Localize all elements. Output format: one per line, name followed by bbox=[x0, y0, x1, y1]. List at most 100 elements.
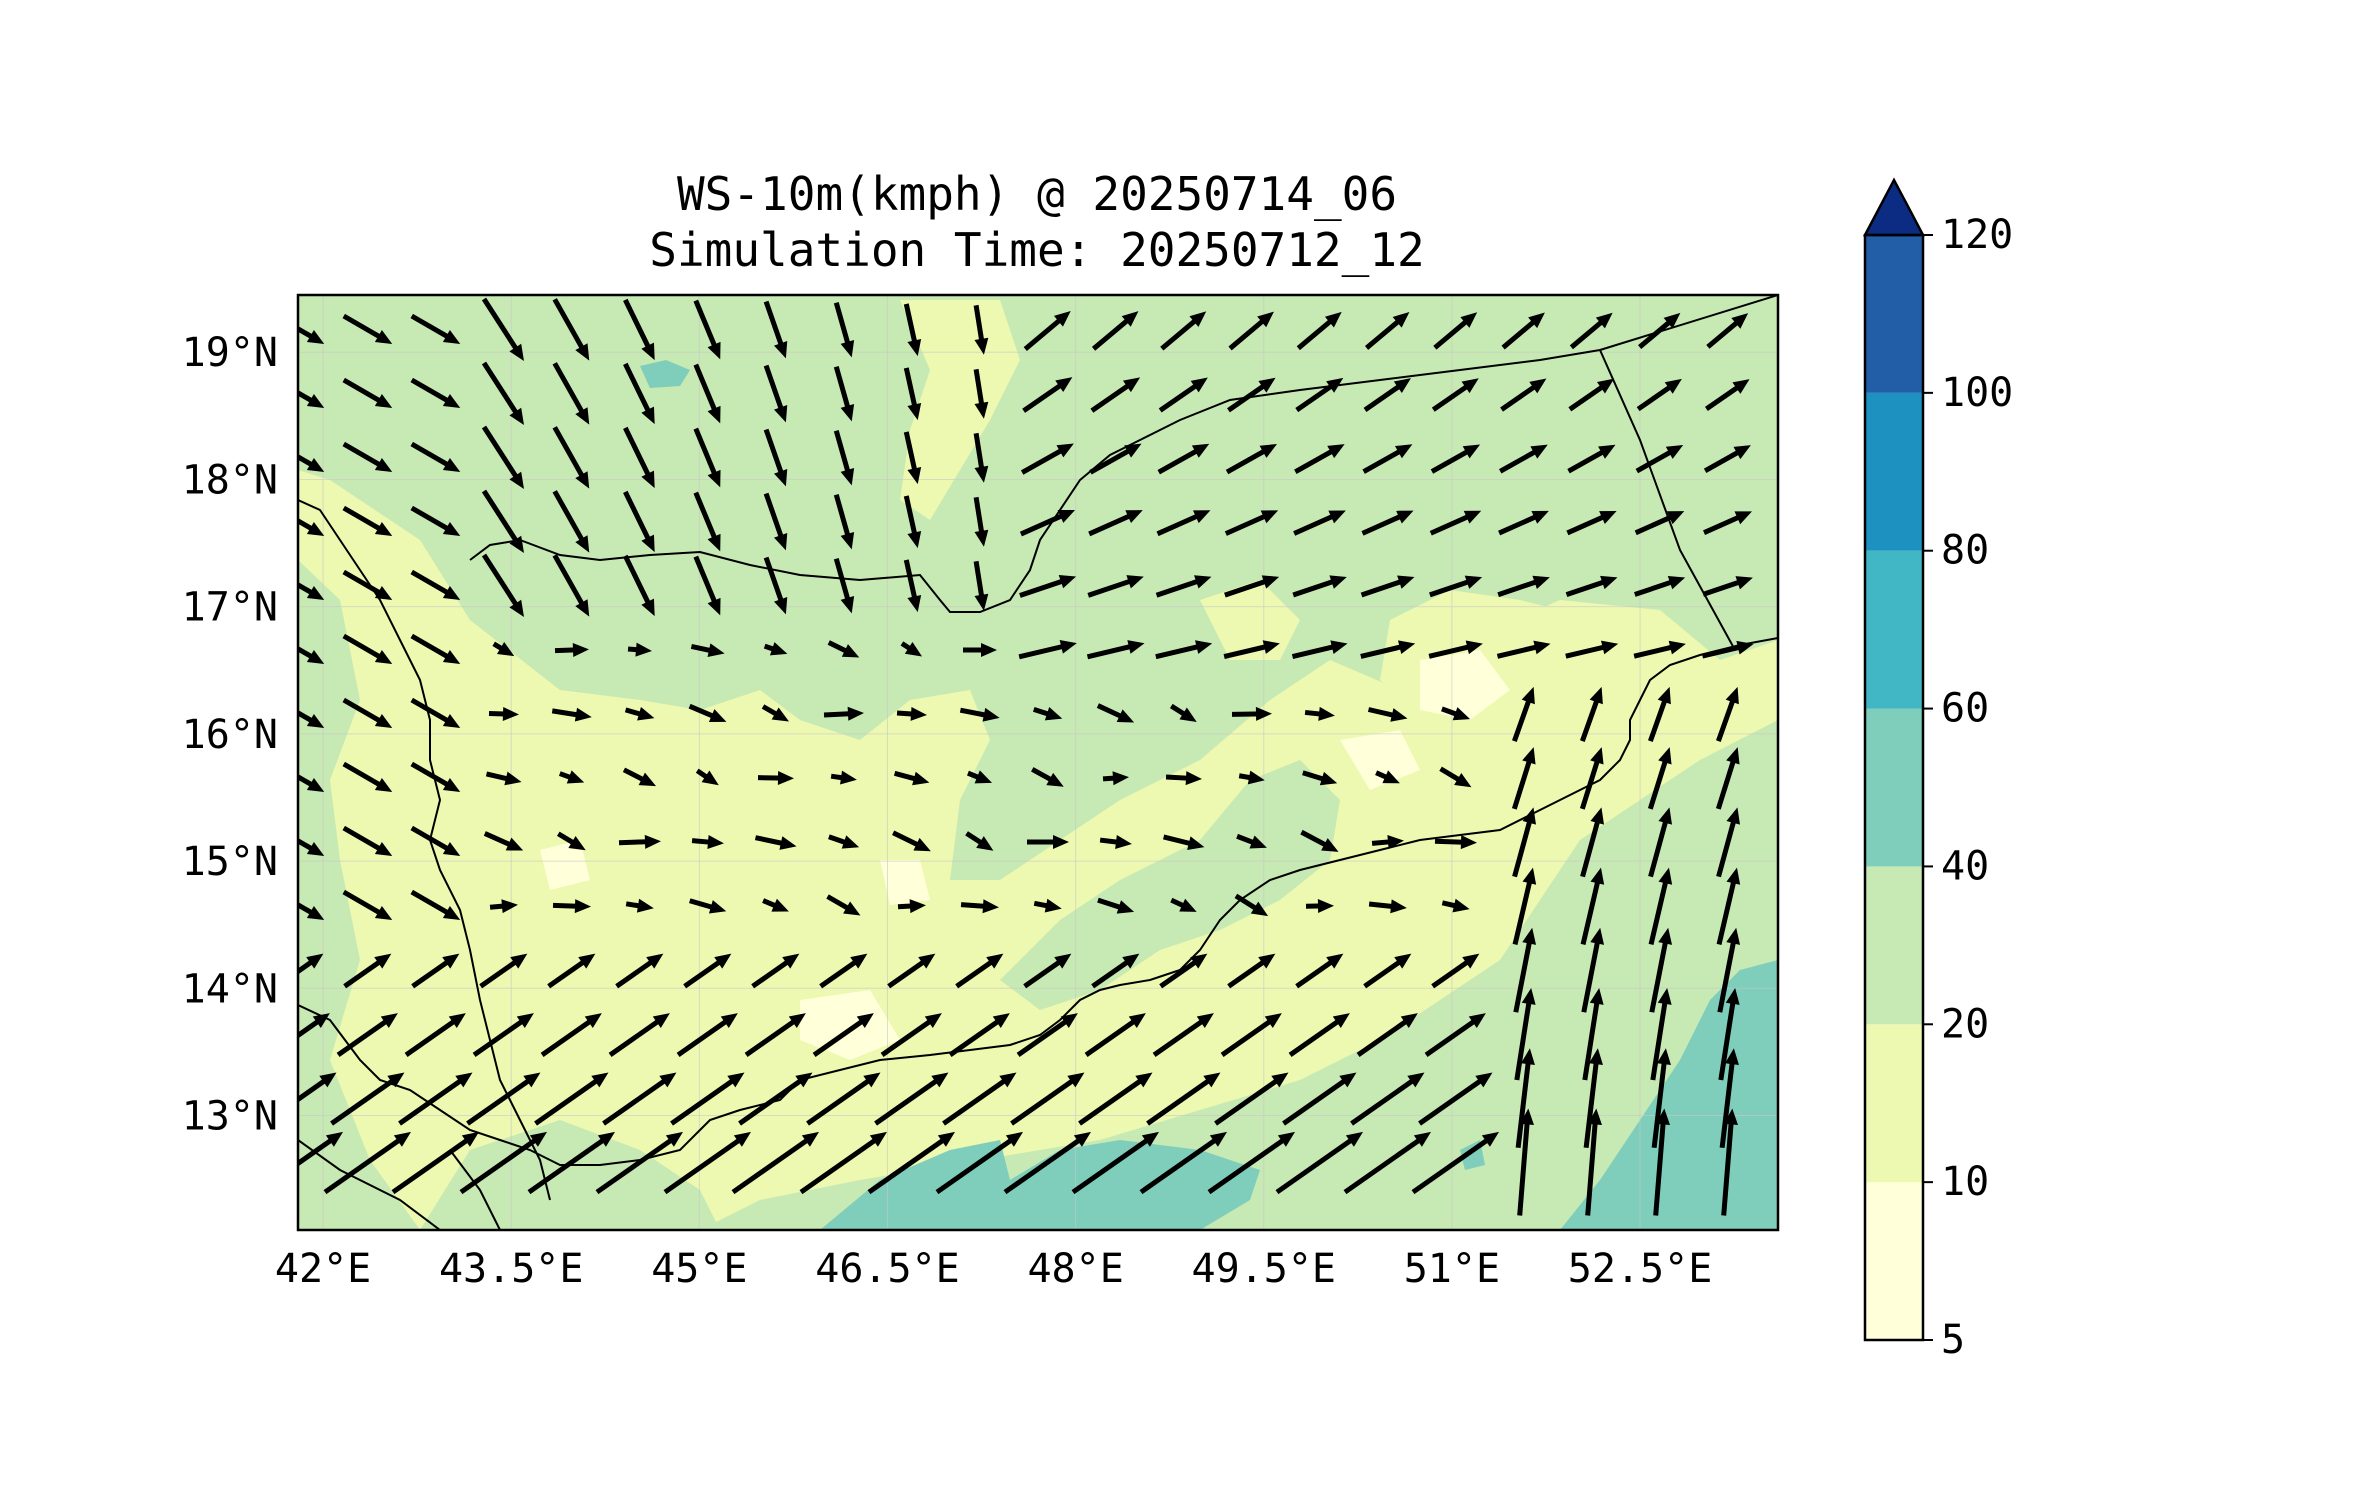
wind-arrow bbox=[1022, 377, 1073, 413]
lon-tick-label: 45°E bbox=[651, 1246, 747, 1292]
wind-arrow bbox=[1157, 443, 1210, 475]
wind-arrow bbox=[1716, 686, 1739, 742]
wind-arrow bbox=[1512, 867, 1537, 945]
wind-arrow bbox=[298, 517, 325, 536]
colorbar-bin bbox=[1865, 550, 1923, 709]
colorbar-tick-label: 80 bbox=[1941, 528, 1989, 574]
wind-arrow bbox=[1304, 706, 1335, 721]
wind-arrow bbox=[1031, 767, 1064, 787]
wind-arrow bbox=[1648, 867, 1673, 945]
wind-arrow bbox=[1566, 511, 1617, 536]
wind-arrow bbox=[1020, 443, 1074, 475]
wind-arrow bbox=[615, 953, 664, 989]
wind-arrow bbox=[623, 426, 655, 489]
wind-arrow bbox=[1581, 927, 1605, 1013]
wind-arrow bbox=[1343, 1131, 1432, 1195]
wind-arrow bbox=[754, 835, 797, 850]
lon-tick-label: 42°E bbox=[275, 1246, 371, 1292]
wind-arrow bbox=[1433, 312, 1478, 350]
wind-arrow bbox=[1362, 444, 1413, 474]
wind-arrow bbox=[1371, 835, 1404, 849]
wind-arrow bbox=[763, 642, 788, 656]
wind-arrow bbox=[410, 505, 461, 536]
wind-arrow bbox=[1375, 770, 1400, 784]
wind-arrow bbox=[1018, 640, 1077, 660]
contour-5-10-patch-c bbox=[800, 990, 900, 1060]
wind-arrow bbox=[1361, 510, 1414, 536]
wind-arrow bbox=[1428, 640, 1483, 659]
colorbar-bin bbox=[1865, 1182, 1923, 1340]
wind-arrow bbox=[410, 761, 461, 792]
wind-arrow bbox=[1368, 899, 1407, 914]
wind-arrow bbox=[1288, 1013, 1350, 1057]
wind-arrow bbox=[298, 1131, 344, 1167]
lat-tick-label: 13°N bbox=[182, 1094, 278, 1140]
wind-arrow bbox=[1097, 897, 1135, 914]
wind-arrow bbox=[1650, 988, 1672, 1081]
map-panel bbox=[298, 295, 1778, 1230]
contour-5-10-patch-a bbox=[1420, 650, 1510, 720]
wind-arrow bbox=[1027, 835, 1069, 849]
wind-arrow bbox=[1512, 807, 1536, 878]
wind-arrow bbox=[763, 364, 788, 423]
wind-arrow bbox=[763, 428, 788, 487]
wind-arrow bbox=[342, 825, 393, 856]
contour-20-40-southwest bbox=[420, 1120, 720, 1230]
colorbar-tick-label: 40 bbox=[1941, 843, 1989, 889]
wind-arrow bbox=[806, 1072, 881, 1126]
wind-arrow bbox=[1568, 378, 1615, 412]
wind-arrow bbox=[1565, 575, 1618, 597]
wind-arrow bbox=[1512, 686, 1535, 742]
wind-arrow bbox=[459, 1131, 548, 1195]
border-djibouti bbox=[449, 1149, 501, 1230]
contour-20-40-west bbox=[298, 560, 420, 1230]
wind-arrow bbox=[1431, 953, 1480, 989]
wind-arrow bbox=[625, 898, 654, 913]
wind-arrow bbox=[893, 770, 930, 786]
wind-arrow bbox=[481, 489, 524, 554]
contour-40-60-north-spot bbox=[640, 360, 690, 388]
wind-arrow bbox=[552, 362, 590, 425]
wind-arrow bbox=[1580, 807, 1604, 878]
wind-arrow bbox=[298, 953, 324, 975]
wind-arrow bbox=[683, 953, 732, 989]
wind-arrow bbox=[558, 770, 585, 784]
wind-arrow bbox=[298, 773, 325, 792]
wind-arrow bbox=[1580, 867, 1605, 945]
lat-tick-label: 16°N bbox=[182, 712, 278, 758]
wind-arrow bbox=[1170, 897, 1197, 912]
wind-arrow bbox=[1648, 807, 1672, 878]
wind-arrow bbox=[1096, 703, 1135, 723]
wind-arrow bbox=[342, 313, 393, 344]
wind-arrow bbox=[595, 1131, 684, 1195]
wind-arrow bbox=[485, 771, 522, 786]
wind-arrow bbox=[1207, 1131, 1296, 1195]
wind-arrow bbox=[676, 1013, 738, 1057]
wind-arrow bbox=[342, 441, 393, 472]
wind-arrow bbox=[410, 569, 461, 600]
wind-arrow bbox=[1350, 1072, 1425, 1126]
wind-arrow bbox=[1715, 747, 1740, 810]
latitude-tick-labels: 19°N 18°N 17°N 16°N 15°N 14°N 13°N bbox=[182, 330, 278, 1139]
wind-arrow bbox=[1033, 898, 1062, 913]
wind-arrow bbox=[623, 554, 655, 617]
wind-arrow bbox=[1155, 575, 1212, 598]
lat-tick-label: 14°N bbox=[182, 966, 278, 1012]
lat-tick-label: 15°N bbox=[182, 839, 278, 885]
wind-arrow bbox=[481, 297, 524, 362]
lat-tick-label: 19°N bbox=[182, 330, 278, 376]
wind-arrow bbox=[298, 581, 325, 600]
wind-arrow bbox=[343, 953, 392, 989]
wind-arrow bbox=[693, 555, 721, 616]
wind-arrow bbox=[1139, 1131, 1228, 1195]
wind-arrow bbox=[1638, 312, 1681, 350]
wind-arrow bbox=[1155, 640, 1213, 660]
wind-arrow bbox=[1363, 953, 1412, 989]
border-saudi-oman bbox=[1599, 295, 1778, 351]
wind-arrow bbox=[551, 707, 592, 722]
wind-arrow bbox=[342, 505, 393, 536]
wind-arrow bbox=[955, 953, 1004, 989]
map-frame bbox=[296, 293, 1780, 1232]
wind-arrow bbox=[1585, 1108, 1602, 1216]
